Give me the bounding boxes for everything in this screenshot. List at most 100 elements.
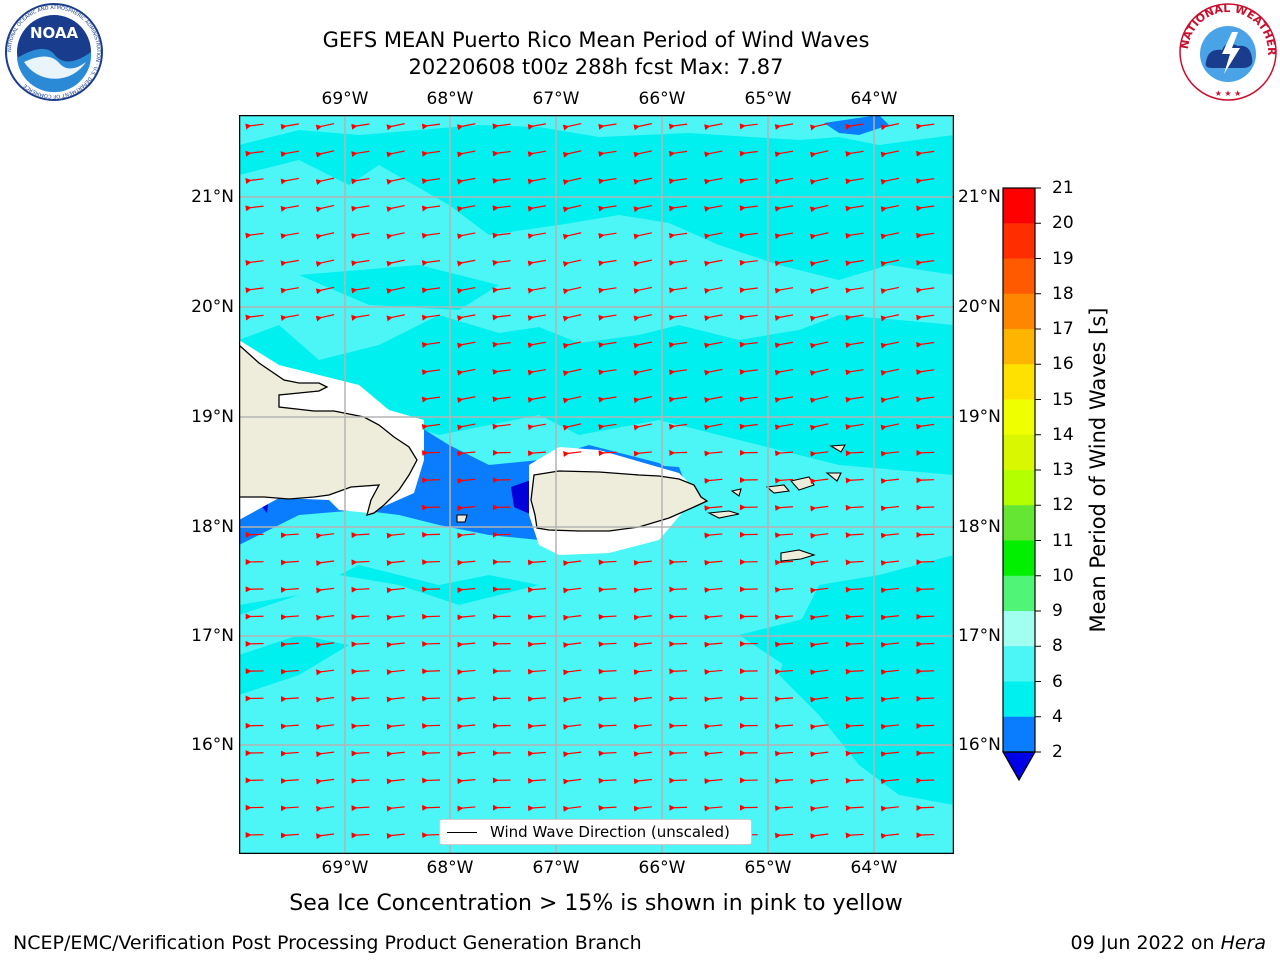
colorbar-tick-label: 10 bbox=[1052, 565, 1074, 586]
wind-wave-arrow bbox=[880, 314, 900, 322]
wind-wave-arrow bbox=[421, 369, 441, 376]
wind-wave-arrow bbox=[245, 259, 264, 266]
wind-wave-arrow bbox=[880, 396, 900, 404]
wind-wave-arrow bbox=[527, 750, 546, 757]
wind-wave-arrow bbox=[245, 287, 264, 294]
wind-wave-arrow bbox=[280, 750, 299, 757]
wind-wave-arrow bbox=[315, 204, 335, 213]
wind-wave-arrow bbox=[598, 287, 617, 294]
wind-wave-arrow bbox=[562, 204, 582, 213]
wind-wave-arrow bbox=[598, 613, 617, 620]
wind-wave-arrow bbox=[775, 805, 794, 812]
wind-wave-arrow bbox=[704, 259, 723, 267]
wind-wave-arrow bbox=[527, 287, 547, 294]
wind-wave-arrow bbox=[563, 723, 582, 730]
wind-wave-arrow bbox=[598, 641, 617, 648]
wind-wave-arrow bbox=[775, 477, 794, 484]
wind-wave-arrow bbox=[563, 778, 582, 785]
wind-wave-arrow bbox=[351, 205, 370, 212]
wind-wave-arrow bbox=[633, 450, 652, 457]
wind-wave-arrow bbox=[527, 723, 546, 730]
wind-wave-arrow bbox=[457, 259, 476, 267]
gridlines bbox=[239, 115, 954, 854]
wind-wave-arrow bbox=[421, 287, 441, 294]
wind-wave-arrow bbox=[880, 805, 899, 812]
footer-date-text: 09 Jun 2022 on bbox=[1070, 932, 1221, 954]
wind-wave-arrow bbox=[810, 614, 829, 621]
wind-wave-arrow bbox=[775, 696, 794, 703]
sea-ice-note: Sea Ice Concentration > 15% is shown in … bbox=[289, 891, 903, 916]
wind-wave-arrow bbox=[880, 641, 899, 648]
wind-wave-arrow bbox=[704, 723, 723, 730]
wind-wave-arrow bbox=[633, 614, 652, 621]
wind-wave-arrow bbox=[351, 777, 370, 784]
wind-wave-arrow bbox=[563, 642, 582, 649]
colorbar-segment bbox=[1003, 258, 1035, 295]
wind-wave-arrow bbox=[739, 396, 758, 403]
wind-wave-arrow bbox=[280, 205, 299, 212]
wind-wave-arrow bbox=[704, 641, 723, 648]
wind-wave-arrow bbox=[668, 314, 688, 321]
wind-wave-arrow bbox=[351, 586, 370, 593]
wind-wave-arrow bbox=[775, 614, 794, 621]
wind-wave-arrow bbox=[598, 668, 617, 675]
wind-wave-arrow bbox=[880, 232, 900, 240]
colorbar-tick-label: 6 bbox=[1052, 671, 1063, 692]
wind-wave-arrow bbox=[457, 778, 476, 785]
wind-wave-arrow bbox=[880, 696, 899, 703]
wind-wave-arrow bbox=[386, 805, 405, 812]
wind-wave-arrow bbox=[668, 232, 688, 239]
wind-wave-arrow bbox=[457, 232, 476, 240]
wind-wave-arrow bbox=[598, 750, 617, 757]
wind-wave-arrow bbox=[774, 423, 794, 431]
wind-wave-arrow bbox=[315, 177, 335, 186]
lon-label: 68°W bbox=[426, 858, 474, 878]
wind-wave-arrow bbox=[633, 805, 652, 812]
wind-wave-arrow bbox=[386, 559, 405, 566]
wind-wave-arrow bbox=[245, 123, 264, 130]
wind-wave-arrow bbox=[774, 287, 794, 294]
wind-wave-arrow bbox=[315, 723, 335, 730]
wind-wave-arrow bbox=[386, 696, 405, 703]
wind-wave-arrow bbox=[704, 778, 723, 785]
colorbar-tick-label: 19 bbox=[1052, 248, 1074, 269]
wind-wave-arrow bbox=[845, 123, 864, 130]
wind-wave-arrow bbox=[280, 586, 299, 593]
wind-wave-arrow bbox=[492, 259, 511, 266]
lon-label: 69°W bbox=[321, 858, 369, 878]
wind-wave-arrow bbox=[527, 123, 547, 130]
wind-wave-arrow bbox=[421, 260, 441, 267]
wind-wave-arrow bbox=[457, 123, 476, 131]
wind-wave-arrow bbox=[810, 642, 829, 649]
lat-label: 17°N bbox=[191, 626, 234, 646]
colorbar-tick-label: 17 bbox=[1052, 319, 1074, 339]
wind-wave-arrow bbox=[527, 341, 547, 349]
wind-wave-arrow bbox=[351, 177, 370, 185]
wind-wave-arrow bbox=[562, 177, 582, 186]
wind-wave-arrow bbox=[810, 532, 829, 539]
lon-label: 68°W bbox=[426, 89, 474, 109]
lat-label: 16°N bbox=[958, 735, 1001, 755]
footer-date: 09 Jun 2022 on Hera bbox=[1071, 932, 1266, 954]
wind-wave-arrow bbox=[492, 123, 511, 130]
wind-wave-arrow bbox=[492, 341, 511, 348]
lat-label: 18°N bbox=[191, 517, 234, 537]
wind-wave-arrow bbox=[492, 396, 511, 403]
wind-wave-arrow bbox=[880, 123, 900, 131]
wind-wave-arrow bbox=[562, 286, 582, 295]
wind-wave-arrow bbox=[668, 341, 688, 348]
wind-wave-arrow bbox=[704, 232, 723, 240]
wind-wave-arrow bbox=[280, 150, 299, 158]
wind-wave-arrow bbox=[421, 178, 441, 185]
wind-wave-arrow bbox=[562, 122, 582, 131]
wind-wave-arrow bbox=[633, 123, 652, 131]
wind-wave-arrow bbox=[668, 123, 688, 130]
wind-wave-arrow bbox=[598, 805, 617, 812]
footer-credit: NCEP/EMC/Verification Post Processing Pr… bbox=[13, 932, 642, 954]
wind-wave-arrow bbox=[809, 259, 829, 267]
wind-wave-arrow bbox=[633, 751, 652, 758]
wind-wave-arrow bbox=[845, 613, 864, 620]
colorbar-segment bbox=[1003, 470, 1035, 506]
wind-wave-arrow bbox=[421, 423, 441, 430]
wind-wave-arrow bbox=[280, 614, 299, 621]
